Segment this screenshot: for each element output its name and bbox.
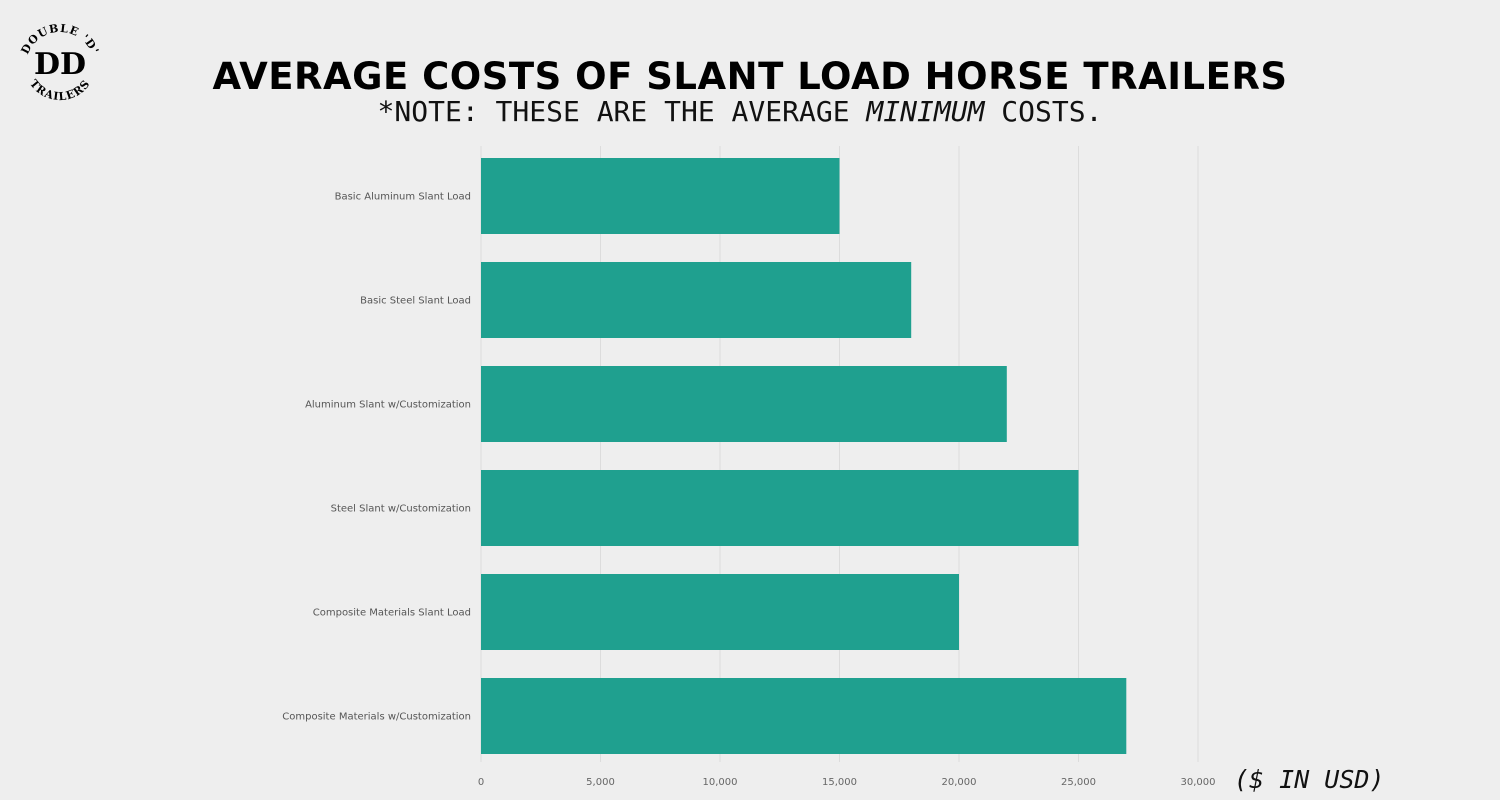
x-tick-label: 15,000 (822, 777, 857, 788)
category-label: Basic Steel Slant Load (360, 296, 471, 307)
chart-subtitle: *NOTE: THESE ARE THE AVERAGE MINIMUM COS… (0, 95, 1480, 129)
subtitle-emphasis: MINIMUM (866, 95, 985, 128)
category-label: Basic Aluminum Slant Load (335, 192, 471, 203)
x-tick-label: 20,000 (942, 777, 977, 788)
tick-label-layer: 0 5,000 10,000 15,000 20,000 25,000 30,000 (478, 777, 1216, 788)
x-tick-label: 25,000 (1061, 777, 1096, 788)
logo-monogram: DD (34, 47, 86, 82)
category-label: Aluminum Slant w/Customization (305, 400, 471, 411)
subtitle-suffix: COSTS. (984, 95, 1103, 128)
bar (481, 366, 1007, 442)
double-d-trailers-logo: DOUBLE 'D' DD TRAILERS (19, 22, 101, 102)
bar (481, 158, 840, 234)
category-label-layer: Basic Aluminum Slant Load Basic Steel Sla… (282, 192, 471, 723)
category-label: Steel Slant w/Customization (331, 504, 471, 515)
bar (481, 678, 1127, 754)
chart-title: AVERAGE COSTS OF SLANT LOAD HORSE TRAILE… (212, 55, 1288, 98)
category-label: Composite Materials w/Customization (282, 712, 471, 723)
x-tick-label: 30,000 (1181, 777, 1216, 788)
subtitle-prefix: *NOTE: THESE ARE THE AVERAGE (377, 95, 867, 128)
x-tick-label: 10,000 (703, 777, 738, 788)
x-tick-label: 0 (478, 777, 484, 788)
bar (481, 262, 912, 338)
bar-layer (481, 158, 1127, 754)
category-label: Composite Materials Slant Load (313, 608, 471, 619)
bar (481, 574, 959, 650)
unit-note: ($ IN USD) (1234, 765, 1385, 794)
grid-layer (480, 146, 1199, 762)
bar (481, 470, 1079, 546)
x-tick-label: 5,000 (586, 777, 615, 788)
